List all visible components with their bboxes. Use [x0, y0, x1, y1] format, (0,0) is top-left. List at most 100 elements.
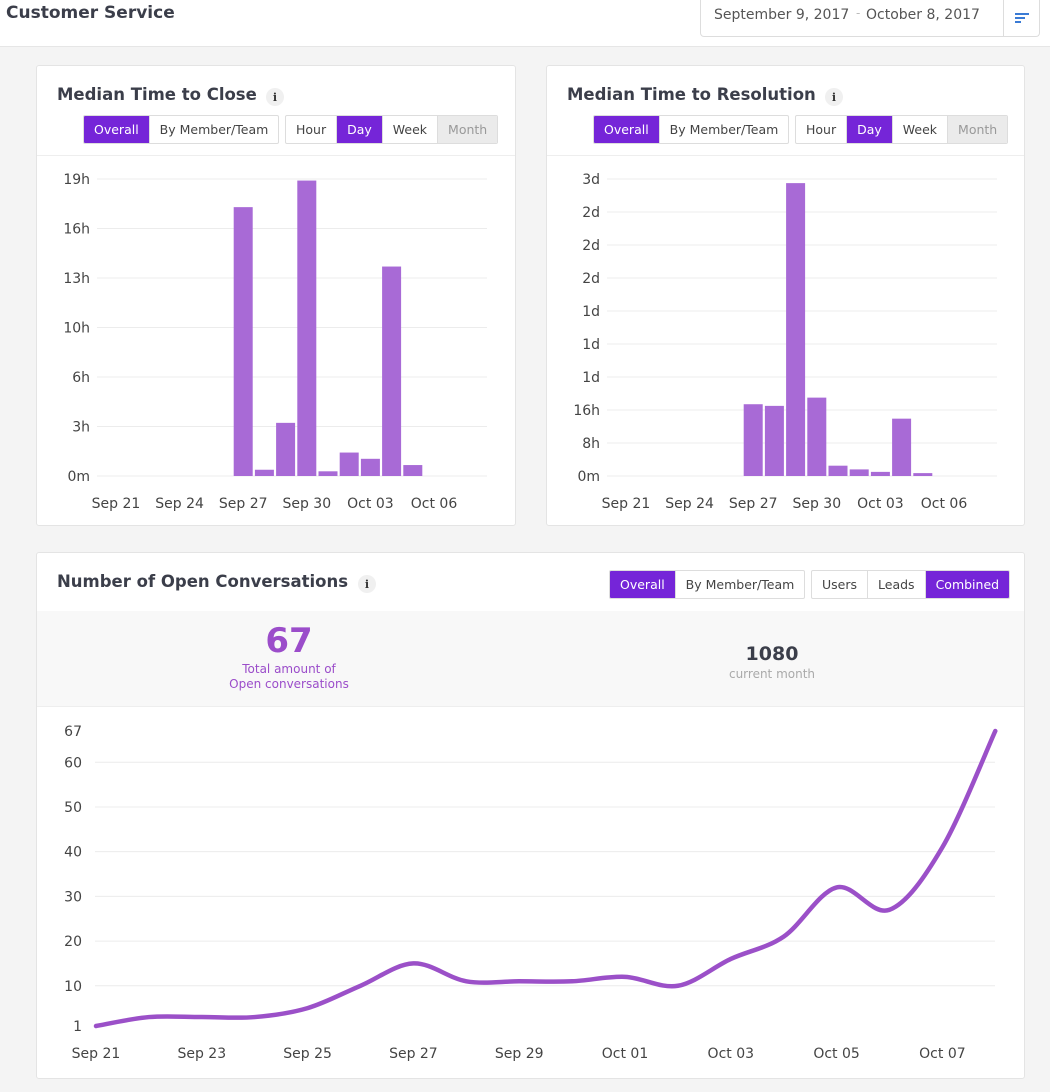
month-button[interactable]: Month: [948, 116, 1008, 143]
overall-button[interactable]: Overall: [610, 571, 676, 598]
bar: [828, 465, 848, 476]
x-tick-label: Oct 03: [857, 496, 903, 512]
open-conversations-title: Number of Open Conversations: [57, 572, 349, 591]
open-view-toggle: Overall By Member/Team: [609, 570, 806, 599]
info-icon[interactable]: i: [266, 88, 284, 106]
overall-button[interactable]: Overall: [84, 116, 150, 143]
y-tick-label: 30: [64, 889, 82, 905]
open-conversations-card: Number of Open Conversations i Overall B…: [36, 552, 1025, 1079]
x-tick-label: Sep 27: [219, 496, 268, 512]
x-tick-label: Sep 29: [495, 1046, 544, 1062]
hour-button[interactable]: Hour: [796, 116, 848, 143]
x-tick-label: Sep 21: [72, 1046, 121, 1062]
y-tick-label: 19h: [63, 172, 90, 188]
week-button[interactable]: Week: [383, 116, 439, 143]
y-tick-label: 2d: [582, 271, 600, 287]
bar: [807, 397, 827, 476]
y-tick-label: 6h: [72, 370, 90, 386]
y-tick-label: 40: [64, 845, 82, 861]
y-tick-label: 8h: [582, 436, 600, 452]
y-tick-label: 3d: [582, 172, 600, 188]
x-tick-label: Sep 21: [92, 496, 141, 512]
y-tick-label: 1d: [582, 337, 600, 353]
x-tick-label: Oct 05: [813, 1046, 859, 1062]
date-start[interactable]: September 9, 2017: [714, 7, 850, 23]
bar: [233, 207, 253, 476]
date-end[interactable]: October 8, 2017: [866, 7, 980, 23]
filter-lines-icon: [1014, 13, 1029, 23]
resolution-period-toggle: Hour Day Week Month: [795, 115, 1009, 144]
month-button[interactable]: Month: [438, 116, 498, 143]
x-tick-label: Sep 24: [155, 496, 204, 512]
y-tick-label: 3h: [72, 420, 90, 436]
x-tick-label: Sep 24: [665, 496, 714, 512]
y-tick-label: 60: [64, 755, 82, 771]
hour-button[interactable]: Hour: [286, 116, 338, 143]
y-tick-label: 10: [64, 979, 82, 995]
users-button[interactable]: Users: [812, 571, 869, 598]
x-tick-label: Sep 30: [792, 496, 841, 512]
bar: [849, 469, 869, 476]
bar: [254, 469, 274, 476]
current-month-value: 1080: [745, 643, 799, 665]
bar: [276, 422, 296, 476]
open-type-toggle: Users Leads Combined: [811, 570, 1011, 599]
bar: [403, 465, 423, 476]
bar: [786, 183, 806, 476]
bar: [892, 418, 912, 476]
close-time-card: Median Time to Close i Overall By Member…: [36, 65, 516, 526]
x-tick-label: Oct 03: [347, 496, 393, 512]
y-tick-label: 16h: [573, 403, 600, 419]
x-tick-label: Oct 06: [411, 496, 458, 512]
card-divider: [547, 155, 1024, 156]
x-tick-label: Sep 25: [283, 1046, 332, 1062]
total-open-caption-line2: Open conversations: [229, 677, 349, 691]
x-tick-label: Oct 01: [602, 1046, 648, 1062]
day-button[interactable]: Day: [337, 116, 383, 143]
by-member-team-button[interactable]: By Member/Team: [669, 122, 779, 137]
bar: [297, 180, 317, 476]
bar: [764, 405, 784, 476]
open-conversations-chart: 1 10 20 30 40 50 60 67 Sep 21 Sep 23 Sep 25 Sep 27 S…: [64, 724, 998, 1062]
week-button[interactable]: Week: [893, 116, 949, 143]
close-view-toggle: Overall By Member/Team: [83, 115, 280, 144]
y-tick-label: 0m: [577, 469, 600, 485]
info-icon[interactable]: i: [825, 88, 843, 106]
filter-menu-button[interactable]: [1003, 0, 1039, 36]
current-month-caption: current month: [728, 667, 816, 681]
y-tick-label: 16h: [63, 222, 90, 238]
x-tick-label: Sep 21: [602, 496, 651, 512]
y-tick-label: 50: [64, 800, 82, 816]
x-tick-label: Sep 30: [282, 496, 331, 512]
resolution-time-card: Median Time to Resolution i Overall By M…: [546, 65, 1025, 526]
page-title: Customer Service: [6, 3, 175, 23]
overall-button[interactable]: Overall: [594, 116, 660, 143]
resolution-time-chart: 0m 8h 16h 1d 1d 1d 2d 2d 2d 3d Sep 21 Sep 24 Sep 27 S…: [573, 172, 997, 512]
series-line: [93, 728, 998, 1029]
day-button[interactable]: Day: [847, 116, 893, 143]
y-tick-label: 0m: [67, 469, 90, 485]
x-tick-label: Oct 07: [919, 1046, 965, 1062]
total-open-caption-line1: Total amount of: [242, 662, 336, 676]
y-tick-label: 20: [64, 934, 82, 950]
info-icon[interactable]: i: [358, 575, 376, 593]
bar: [743, 404, 763, 476]
leads-button[interactable]: Leads: [868, 571, 926, 598]
close-period-toggle: Hour Day Week Month: [285, 115, 499, 144]
bar: [339, 452, 359, 476]
resolution-time-title: Median Time to Resolution: [567, 85, 816, 104]
y-tick-label: 1d: [582, 304, 600, 320]
combined-button[interactable]: Combined: [925, 571, 1010, 598]
resolution-view-toggle: Overall By Member/Team: [593, 115, 790, 144]
stats-summary: 67 Total amount of Open conversations 10…: [37, 611, 1024, 707]
y-tick-label: 10h: [63, 321, 90, 337]
x-tick-label: Sep 27: [729, 496, 778, 512]
y-tick-label: 2d: [582, 205, 600, 221]
date-range-picker[interactable]: September 9, 2017 - October 8, 2017: [700, 0, 1040, 37]
bar: [870, 471, 890, 476]
by-member-team-button[interactable]: By Member/Team: [159, 122, 269, 137]
by-member-team-button[interactable]: By Member/Team: [685, 577, 795, 592]
y-tick-label: 1d: [582, 370, 600, 386]
bar: [913, 473, 933, 476]
bar: [382, 266, 402, 476]
